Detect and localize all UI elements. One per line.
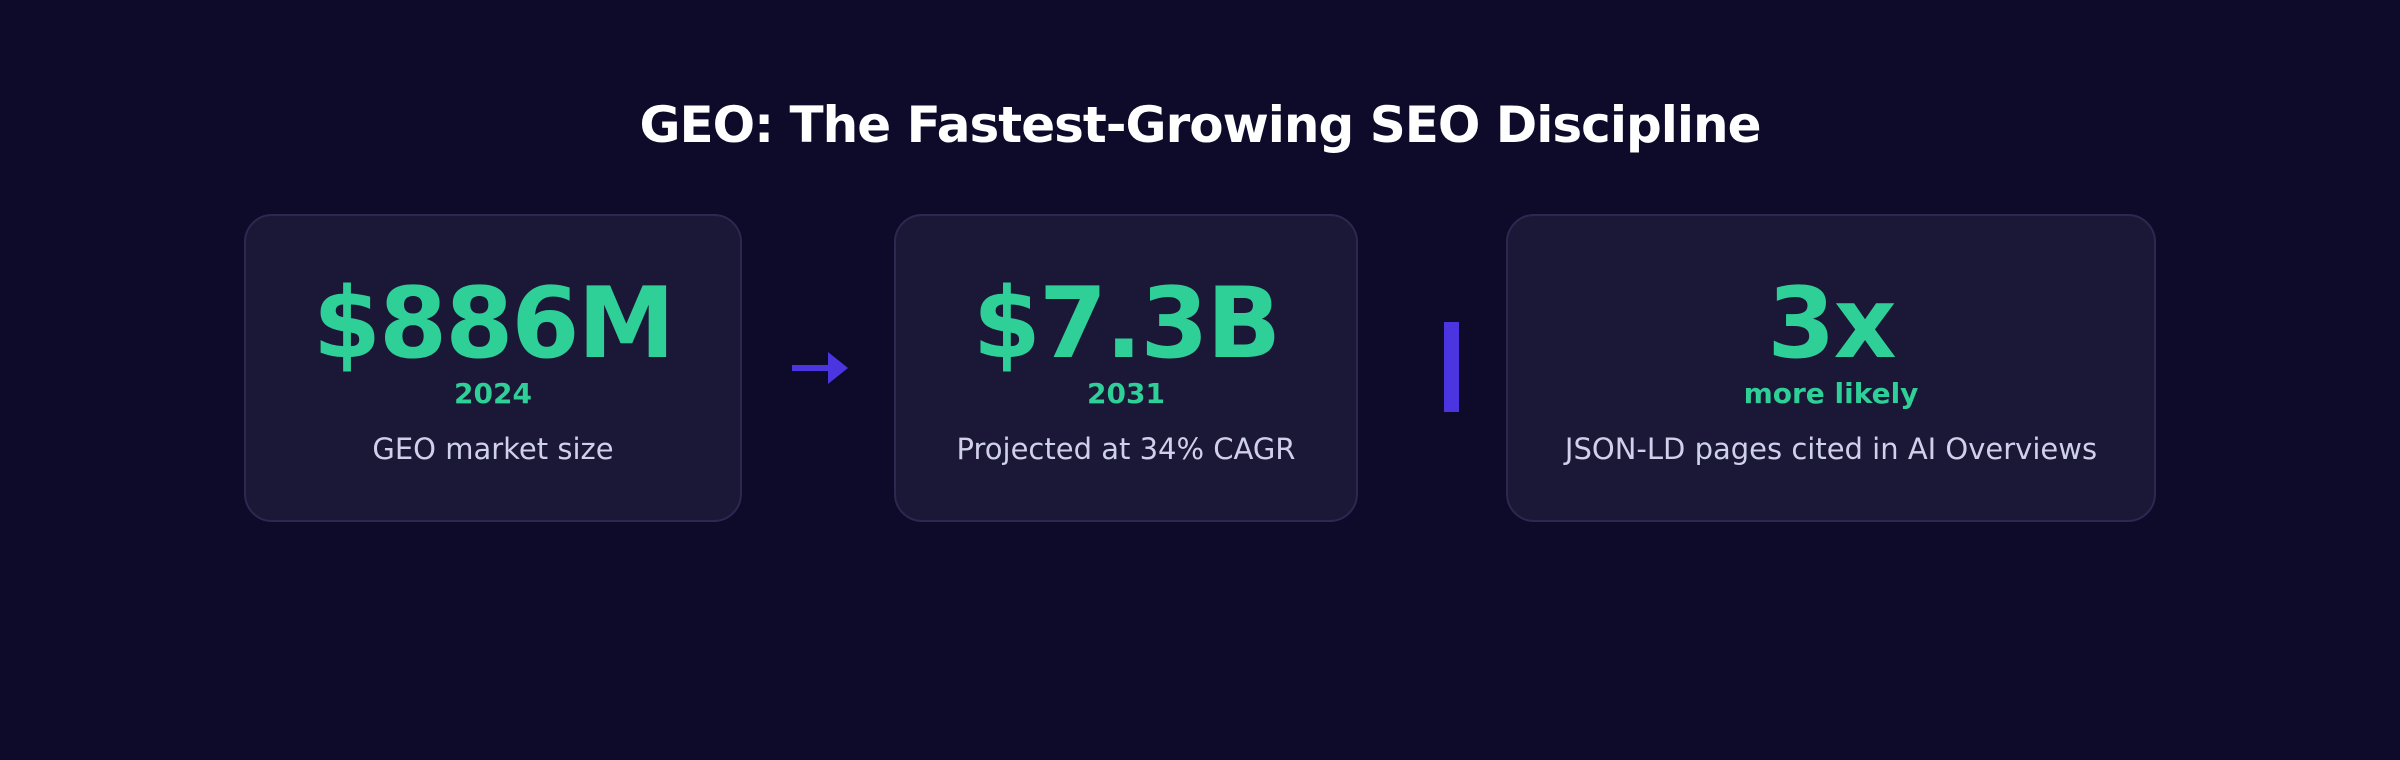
stat-value: $886M bbox=[312, 267, 675, 381]
stat-description: GEO market size bbox=[372, 432, 614, 466]
stat-qualifier: more likely bbox=[1743, 377, 1919, 410]
stat-year: 2024 bbox=[454, 377, 532, 410]
stat-description: JSON-LD pages cited in AI Overviews bbox=[1564, 432, 2098, 466]
stat-card-market-size: $886M 2024 GEO market size bbox=[244, 214, 742, 522]
stat-card-citation: 3x more likely JSON-LD pages cited in AI… bbox=[1506, 214, 2156, 522]
vertical-bar-divider bbox=[1444, 322, 1459, 412]
stat-year: 2031 bbox=[1087, 377, 1165, 410]
page-title: GEO: The Fastest-Growing SEO Discipline bbox=[639, 96, 1761, 154]
arrow-right-icon bbox=[792, 352, 848, 384]
stat-card-projection: $7.3B 2031 Projected at 34% CAGR bbox=[894, 214, 1358, 522]
stat-description: Projected at 34% CAGR bbox=[956, 432, 1296, 466]
stat-value: $7.3B bbox=[972, 267, 1282, 381]
stat-value: 3x bbox=[1767, 267, 1896, 381]
